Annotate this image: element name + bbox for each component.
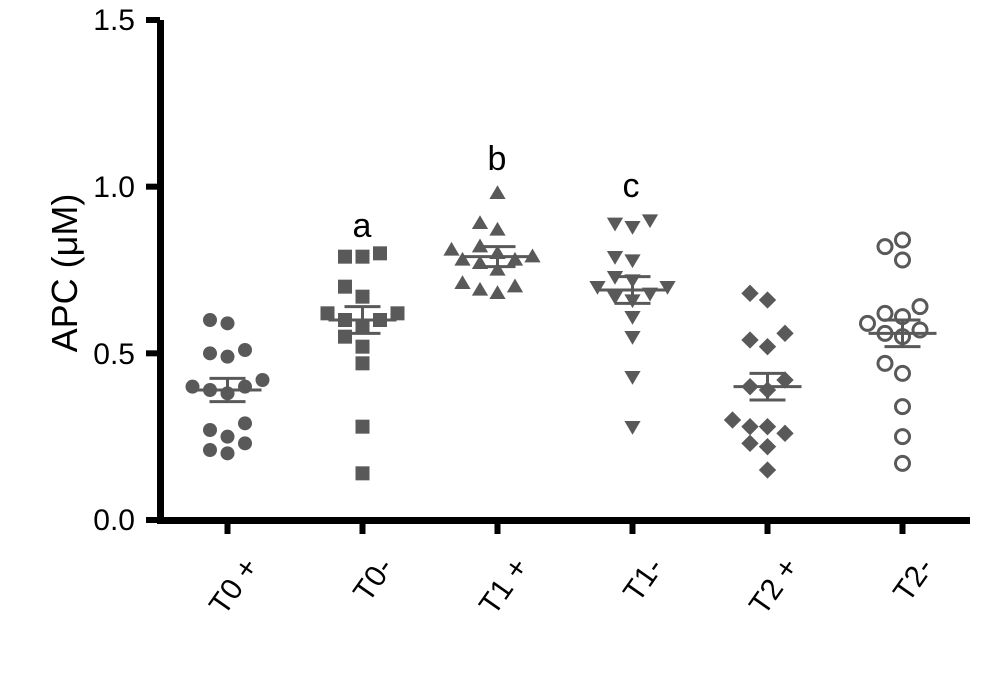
chart-container: APC (μM) 0.0 0.5 1.0 1.5 T0 + T0- T1 + T… xyxy=(0,0,1000,675)
chart-svg xyxy=(0,0,1000,675)
